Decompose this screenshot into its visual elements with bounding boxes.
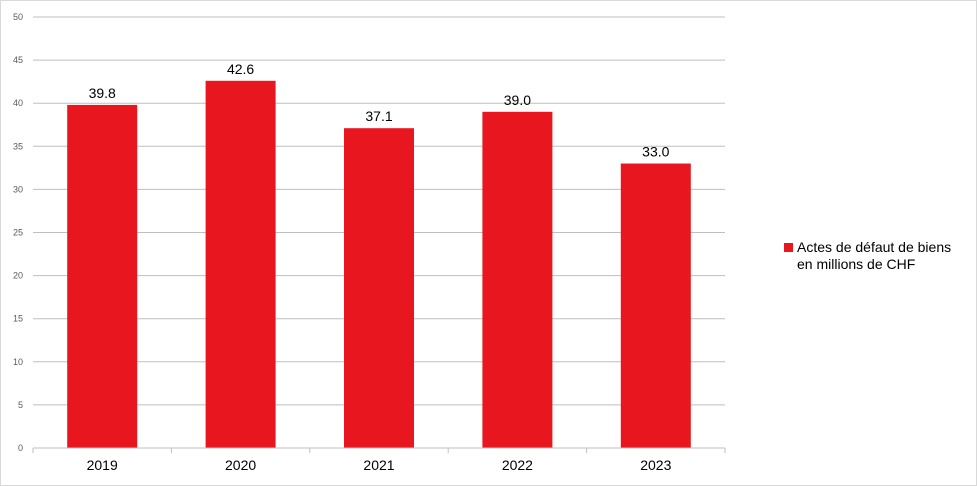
legend: Actes de défaut de biens en millions de … — [784, 239, 977, 273]
legend-swatch — [784, 243, 793, 252]
legend-label-line-2: en millions de CHF — [797, 256, 916, 272]
x-tick-label: 2022 — [502, 457, 533, 473]
data-label: 39.0 — [504, 92, 531, 108]
bar — [620, 163, 691, 449]
y-tick-label: 50 — [13, 12, 23, 22]
x-tick-label: 2023 — [640, 457, 671, 473]
y-tick-label: 35 — [13, 141, 23, 151]
bar — [482, 111, 553, 448]
data-label: 33.0 — [642, 144, 669, 160]
data-label: 42.6 — [227, 61, 254, 77]
y-tick-label: 40 — [13, 98, 23, 108]
y-tick-label: 15 — [13, 314, 23, 324]
legend-label-line-1: Actes de défaut de biens — [797, 239, 952, 255]
y-tick-label: 0 — [18, 443, 23, 453]
y-axis-tick-labels: 0 5 10 15 20 25 30 35 40 45 50 — [13, 12, 23, 453]
y-tick-label: 45 — [13, 55, 23, 65]
y-tick-label: 20 — [13, 271, 23, 281]
y-tick-label: 10 — [13, 357, 23, 367]
y-tick-label: 25 — [13, 228, 23, 238]
data-labels: 39.8 42.6 37.1 39.0 33.0 — [89, 61, 670, 160]
y-tick-label: 30 — [13, 184, 23, 194]
bars — [67, 80, 691, 449]
bar — [344, 128, 414, 448]
x-axis — [32, 447, 726, 453]
y-tick-label: 5 — [18, 400, 23, 410]
x-axis-tick-labels: 2019 2020 2021 2022 2023 — [87, 457, 672, 473]
legend-label: Actes de défaut de biens en millions de … — [797, 239, 977, 273]
bar — [205, 80, 276, 449]
x-tick-label: 2020 — [225, 457, 256, 473]
x-tick-label: 2021 — [363, 457, 394, 473]
bar — [67, 104, 138, 448]
data-label: 39.8 — [89, 85, 116, 101]
data-label: 37.1 — [365, 108, 392, 124]
x-tick-label: 2019 — [87, 457, 118, 473]
